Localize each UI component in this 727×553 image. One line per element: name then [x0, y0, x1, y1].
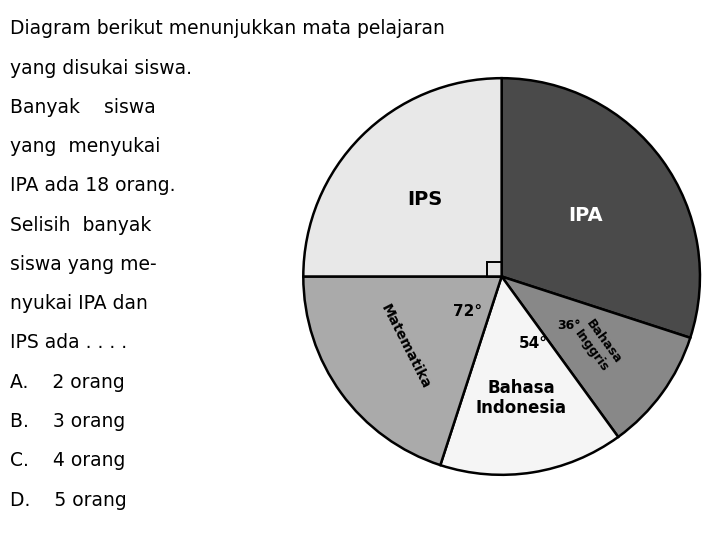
Wedge shape	[303, 276, 502, 465]
Text: Diagram berikut menunjukkan mata pelajaran: Diagram berikut menunjukkan mata pelajar…	[9, 19, 444, 38]
Text: Bahasa
Inggris: Bahasa Inggris	[571, 317, 624, 375]
Text: Banyak    siswa: Banyak siswa	[9, 98, 156, 117]
Text: Matematika: Matematika	[378, 302, 433, 391]
Text: 36°: 36°	[557, 319, 581, 332]
Text: 72°: 72°	[454, 304, 483, 319]
Wedge shape	[502, 78, 700, 338]
Wedge shape	[502, 276, 690, 437]
Wedge shape	[303, 78, 502, 276]
Text: yang disukai siswa.: yang disukai siswa.	[9, 59, 192, 77]
Text: yang  menyukai: yang menyukai	[9, 137, 160, 156]
Text: nyukai IPA dan: nyukai IPA dan	[9, 294, 148, 313]
Text: 54°: 54°	[518, 336, 547, 351]
Text: A.    2 orang: A. 2 orang	[9, 373, 124, 392]
Text: siswa yang me-: siswa yang me-	[9, 255, 156, 274]
Wedge shape	[441, 276, 618, 475]
Text: IPS: IPS	[407, 190, 442, 209]
Text: Selisih  banyak: Selisih banyak	[9, 216, 151, 234]
Text: C.    4 orang: C. 4 orang	[9, 451, 125, 470]
Text: Bahasa
Indonesia: Bahasa Indonesia	[475, 379, 566, 418]
Text: IPS ada . . . .: IPS ada . . . .	[9, 333, 126, 352]
Text: IPA ada 18 orang.: IPA ada 18 orang.	[9, 176, 175, 195]
Text: IPA: IPA	[568, 206, 603, 226]
Text: D.    5 orang: D. 5 orang	[9, 491, 126, 509]
Text: B.    3 orang: B. 3 orang	[9, 412, 125, 431]
